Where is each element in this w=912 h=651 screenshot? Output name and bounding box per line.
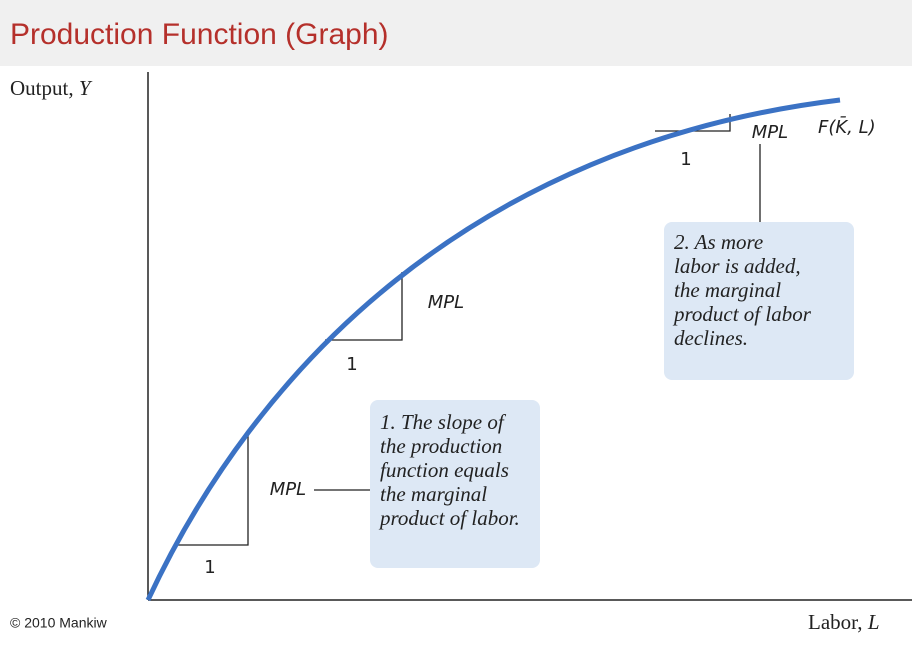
x-axis-label-text: Labor,: [808, 610, 863, 634]
run-label: 1: [204, 557, 215, 578]
slope-triangle: [178, 430, 249, 546]
callout-line: the marginal: [380, 482, 487, 506]
production-curve: [145, 97, 841, 602]
callout-line: product of labor.: [378, 506, 520, 530]
callout-line: the production: [380, 434, 502, 458]
y-axis-variable: Y: [79, 76, 93, 100]
x-axis-variable: L: [867, 610, 880, 634]
title-bar: [0, 0, 912, 66]
y-axis-label: Output, Y: [10, 76, 93, 100]
y-axis-label-text: Output,: [10, 76, 74, 100]
rise-label: MPL: [752, 122, 788, 143]
slide-title: Production Function (Graph): [10, 18, 389, 51]
callout-line: 2. As more: [674, 230, 763, 254]
rise-label: MPL: [270, 479, 306, 500]
x-axis-label: Labor, L: [808, 610, 880, 634]
callout-line: labor is added,: [674, 254, 801, 278]
curve-label: F(K̄, L): [818, 116, 876, 138]
callout-box: [370, 400, 540, 568]
rise-label: MPL: [428, 292, 464, 313]
slope-triangle: [325, 272, 403, 341]
callout-line: product of labor: [672, 302, 812, 326]
copyright: © 2010 Mankiw: [10, 615, 108, 631]
run-label: 1: [680, 149, 691, 170]
callout-box: [664, 222, 854, 380]
callout-line: the marginal: [674, 278, 781, 302]
callout-line: declines.: [674, 326, 748, 350]
callout-line: 1. The slope of: [380, 410, 507, 434]
callout-line: function equals: [380, 458, 509, 482]
run-label: 1: [346, 354, 357, 375]
